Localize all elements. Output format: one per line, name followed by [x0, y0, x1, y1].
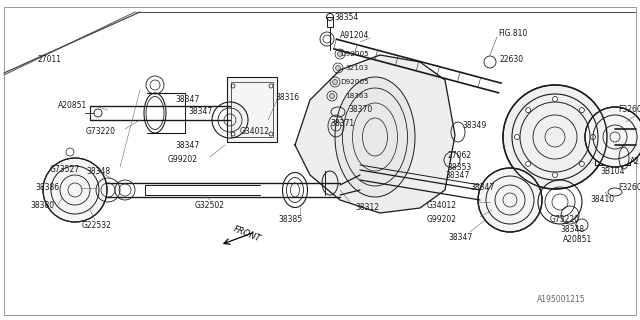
Text: 38347: 38347	[470, 183, 494, 193]
Text: G73220: G73220	[550, 215, 580, 225]
Circle shape	[525, 108, 531, 113]
Bar	[231, 82, 273, 137]
Circle shape	[503, 85, 607, 189]
Text: FRONT: FRONT	[232, 225, 262, 244]
Text: 22630: 22630	[500, 55, 524, 65]
Text: G99202: G99202	[168, 156, 198, 164]
Circle shape	[552, 97, 557, 101]
Text: FIG.810: FIG.810	[498, 28, 527, 37]
Text: 27011: 27011	[38, 55, 62, 65]
Text: 38312: 38312	[355, 204, 379, 212]
Circle shape	[330, 93, 335, 99]
Text: G32502: G32502	[195, 201, 225, 210]
Text: 32103: 32103	[345, 65, 368, 71]
Circle shape	[43, 158, 107, 222]
Text: G73527: G73527	[50, 165, 80, 174]
Text: G22532: G22532	[82, 220, 112, 229]
Text: A20851: A20851	[58, 100, 87, 109]
Text: D92005: D92005	[340, 79, 369, 85]
Circle shape	[579, 161, 584, 166]
Text: A20851: A20851	[563, 236, 592, 244]
Text: G73220: G73220	[86, 127, 116, 137]
Bar	[595, 137, 630, 165]
Text: A195001215: A195001215	[537, 295, 586, 305]
Circle shape	[333, 79, 337, 84]
Circle shape	[525, 161, 531, 166]
Text: D92005: D92005	[340, 51, 369, 57]
Text: A21114: A21114	[630, 157, 640, 166]
Text: 38348: 38348	[560, 226, 584, 235]
Circle shape	[552, 172, 557, 178]
Circle shape	[478, 168, 542, 232]
Text: 38348: 38348	[86, 167, 110, 177]
Bar	[227, 77, 277, 142]
Text: F32600: F32600	[618, 106, 640, 115]
Text: 38380: 38380	[30, 201, 54, 210]
Text: 38347: 38347	[188, 108, 212, 116]
Bar	[327, 17, 333, 27]
Text: G34012: G34012	[427, 201, 457, 210]
Text: 38386: 38386	[35, 183, 59, 193]
Circle shape	[335, 66, 340, 70]
Circle shape	[591, 134, 595, 140]
Ellipse shape	[335, 77, 415, 197]
Text: A91204: A91204	[340, 30, 369, 39]
Text: 38316: 38316	[275, 92, 299, 101]
Text: 38353: 38353	[447, 164, 471, 172]
Circle shape	[515, 134, 520, 140]
Text: 27062: 27062	[447, 150, 471, 159]
Text: 38371: 38371	[330, 118, 354, 127]
Text: 38370: 38370	[348, 105, 372, 114]
Text: 38347: 38347	[445, 171, 469, 180]
Text: 38347: 38347	[175, 140, 199, 149]
Text: 38385: 38385	[278, 215, 302, 225]
Text: G99202: G99202	[427, 215, 457, 225]
Text: 3B104: 3B104	[600, 167, 625, 177]
Text: 38347: 38347	[175, 94, 199, 103]
Text: 18363: 18363	[345, 93, 368, 99]
Circle shape	[579, 108, 584, 113]
Polygon shape	[295, 55, 455, 213]
Text: 38410: 38410	[590, 196, 614, 204]
Text: G34012: G34012	[240, 127, 270, 137]
Text: F32600: F32600	[618, 183, 640, 193]
Circle shape	[585, 107, 640, 167]
Text: 38349: 38349	[462, 122, 486, 131]
Circle shape	[337, 52, 342, 57]
Text: 38347: 38347	[448, 233, 472, 242]
Text: 38354: 38354	[334, 12, 358, 21]
